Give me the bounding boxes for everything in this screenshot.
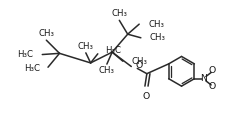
- Text: H₃C: H₃C: [105, 46, 121, 55]
- Text: CH₃: CH₃: [38, 29, 54, 38]
- Text: O: O: [208, 66, 215, 75]
- Text: CH₃: CH₃: [111, 9, 127, 18]
- Text: CH₃: CH₃: [78, 42, 93, 51]
- Text: CH₃: CH₃: [99, 66, 114, 75]
- Text: CH₃: CH₃: [131, 57, 147, 66]
- Text: N: N: [199, 74, 206, 83]
- Text: CH₃: CH₃: [149, 33, 165, 42]
- Text: H₃C: H₃C: [23, 64, 40, 73]
- Text: O: O: [135, 61, 142, 70]
- Text: O: O: [208, 82, 215, 91]
- Text: CH₃: CH₃: [148, 20, 164, 29]
- Text: O: O: [142, 92, 149, 101]
- Text: H₃C: H₃C: [17, 50, 33, 59]
